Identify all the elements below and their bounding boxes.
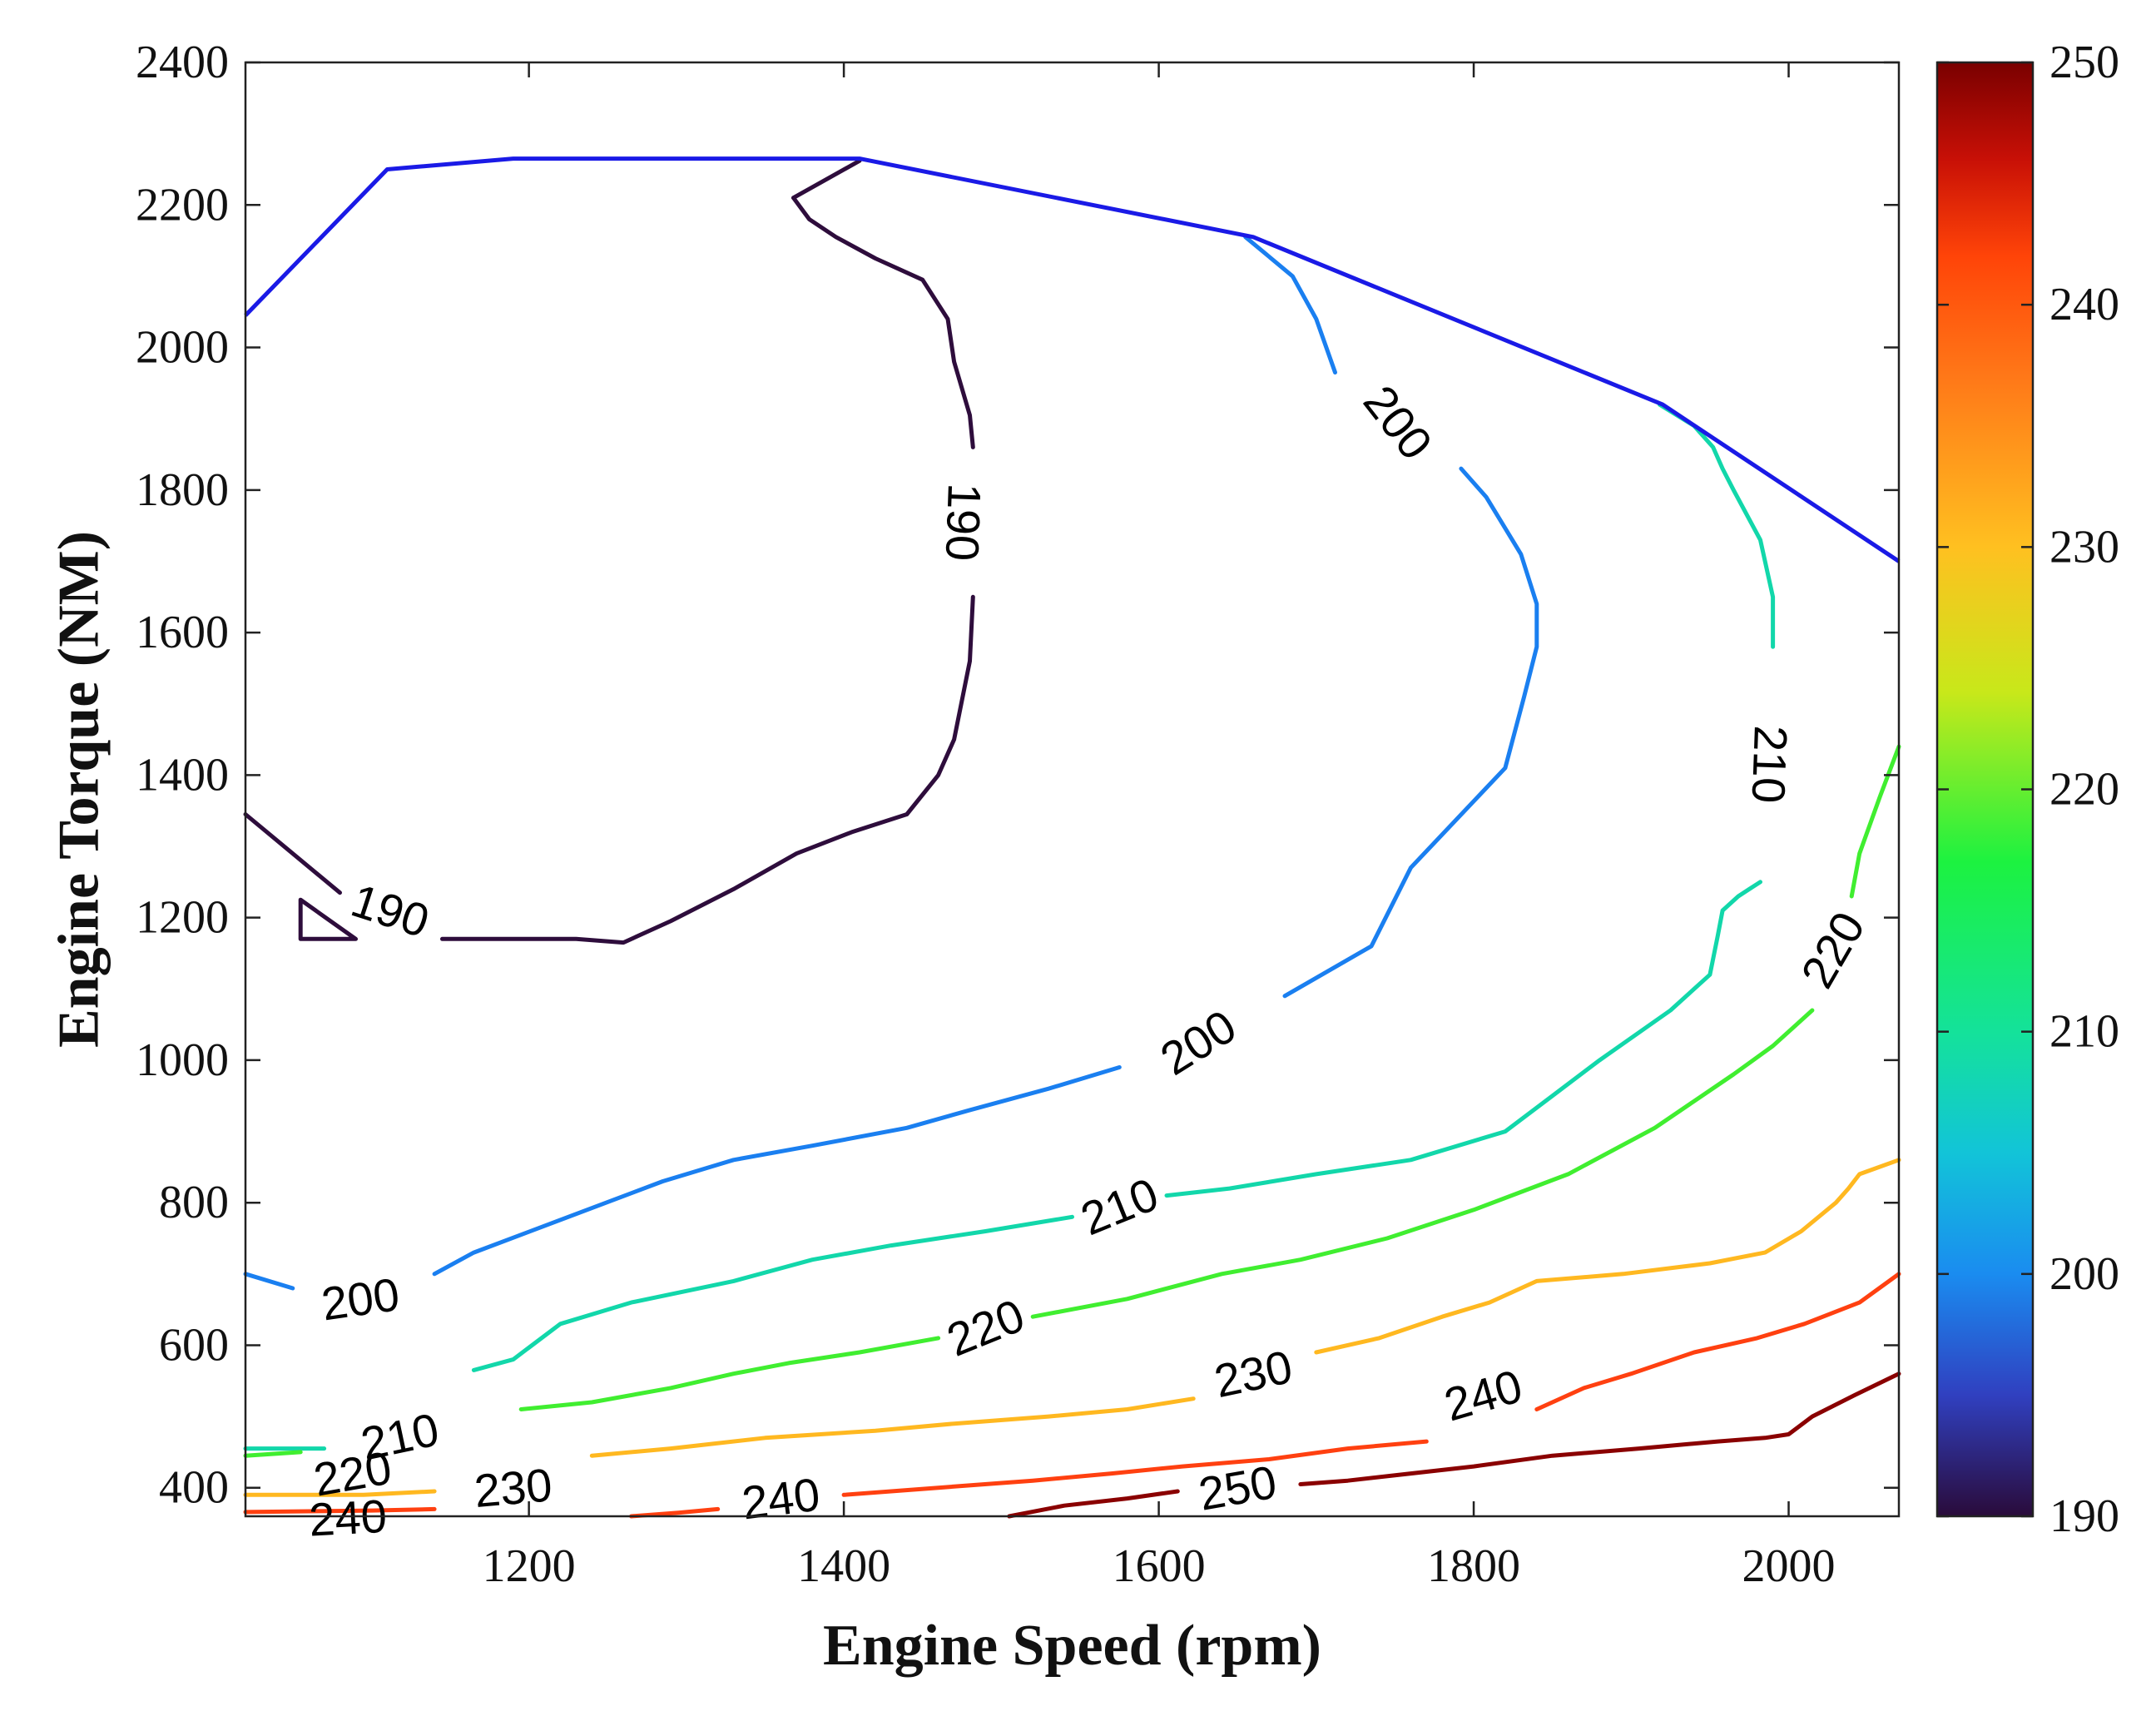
contour-line-210: [471, 1214, 1074, 1372]
y-tick-label: 1000: [136, 1034, 229, 1086]
y-tick-label: 1600: [136, 607, 229, 658]
y-tick-label: 2000: [136, 322, 229, 374]
contour-line-200: [243, 1272, 295, 1291]
y-tick-label: 1400: [136, 749, 229, 801]
contour-line-230: [1314, 1158, 1901, 1355]
y-tick-label: 1200: [136, 892, 229, 944]
contour-label-190: 190: [936, 483, 991, 563]
contour-line-240: [629, 1506, 721, 1519]
y-tick-label: 800: [159, 1177, 229, 1228]
y-axis-ticks: 400 600 800 1000 1200 1400 1600 1800 2000 2200 240…: [136, 37, 1899, 1514]
contour-line-220: [1849, 744, 1901, 899]
y-tick-label: 2400: [136, 37, 229, 88]
x-tick-label: 2000: [1742, 1540, 1836, 1592]
contour-line-220: [243, 1450, 303, 1458]
y-tick-label: 1800: [136, 464, 229, 516]
contour-label-230: 230: [472, 1458, 554, 1517]
colorbar-tick-label: 190: [2049, 1490, 2119, 1542]
contour-label-200: 200: [318, 1267, 402, 1330]
colorbar-tick-label: 220: [2049, 764, 2119, 816]
contour-line-190: [440, 594, 975, 945]
contour-line-240: [841, 1439, 1429, 1497]
plot-frame: [244, 61, 1901, 1518]
contour-line-190: [791, 196, 975, 449]
contour-line-190: [791, 158, 862, 201]
contour-label-240: 240: [739, 1468, 822, 1530]
contour-line-200: [1243, 235, 1337, 374]
x-tick-label: 1600: [1113, 1540, 1206, 1592]
contour-lines: [243, 158, 1901, 1519]
contour-line-220: [518, 1336, 941, 1411]
contour-line-240: [1534, 1272, 1901, 1411]
contour-line-240: [243, 1506, 437, 1515]
colorbar-ticks: 190 200 210 220 230 240 250: [1937, 37, 2119, 1542]
contour-line-190: [298, 897, 358, 941]
y-tick-label: 600: [159, 1319, 229, 1371]
colorbar-tick-label: 210: [2049, 1006, 2119, 1058]
max-torque-boundary: [244, 156, 1901, 563]
max-torque-line: [244, 156, 1901, 563]
y-tick-label: 2200: [136, 179, 229, 231]
x-axis-ticks: 1200 1400 1600 1800 2000: [483, 62, 1836, 1592]
x-tick-label: 1400: [797, 1540, 890, 1592]
contour-line-220: [1030, 1008, 1815, 1319]
x-tick-label: 1800: [1427, 1540, 1520, 1592]
x-tick-label: 1200: [483, 1540, 576, 1592]
y-axis-label: Engine Torque (NM): [47, 531, 112, 1048]
contour-label-210: 210: [1742, 725, 1797, 805]
colorbar: [1935, 61, 2035, 1518]
contour-line-250: [1007, 1489, 1180, 1519]
y-tick-label: 400: [159, 1462, 229, 1514]
contour-line-210: [1164, 880, 1762, 1198]
colorbar-tick-label: 250: [2049, 37, 2119, 88]
colorbar-tick-label: 240: [2049, 279, 2119, 330]
contour-line-200: [1282, 466, 1539, 999]
contour-line-230: [589, 1396, 1196, 1458]
contour-line-200: [432, 1065, 1122, 1277]
colorbar-tick-label: 200: [2049, 1248, 2119, 1300]
x-axis-label: Engine Speed (rpm): [823, 1614, 1321, 1678]
contour-line-190: [243, 812, 342, 895]
contour-label-240: 240: [308, 1490, 389, 1546]
colorbar-tick-label: 230: [2049, 521, 2119, 573]
contour-line-230: [243, 1489, 437, 1497]
contour-line-250: [1298, 1371, 1901, 1486]
